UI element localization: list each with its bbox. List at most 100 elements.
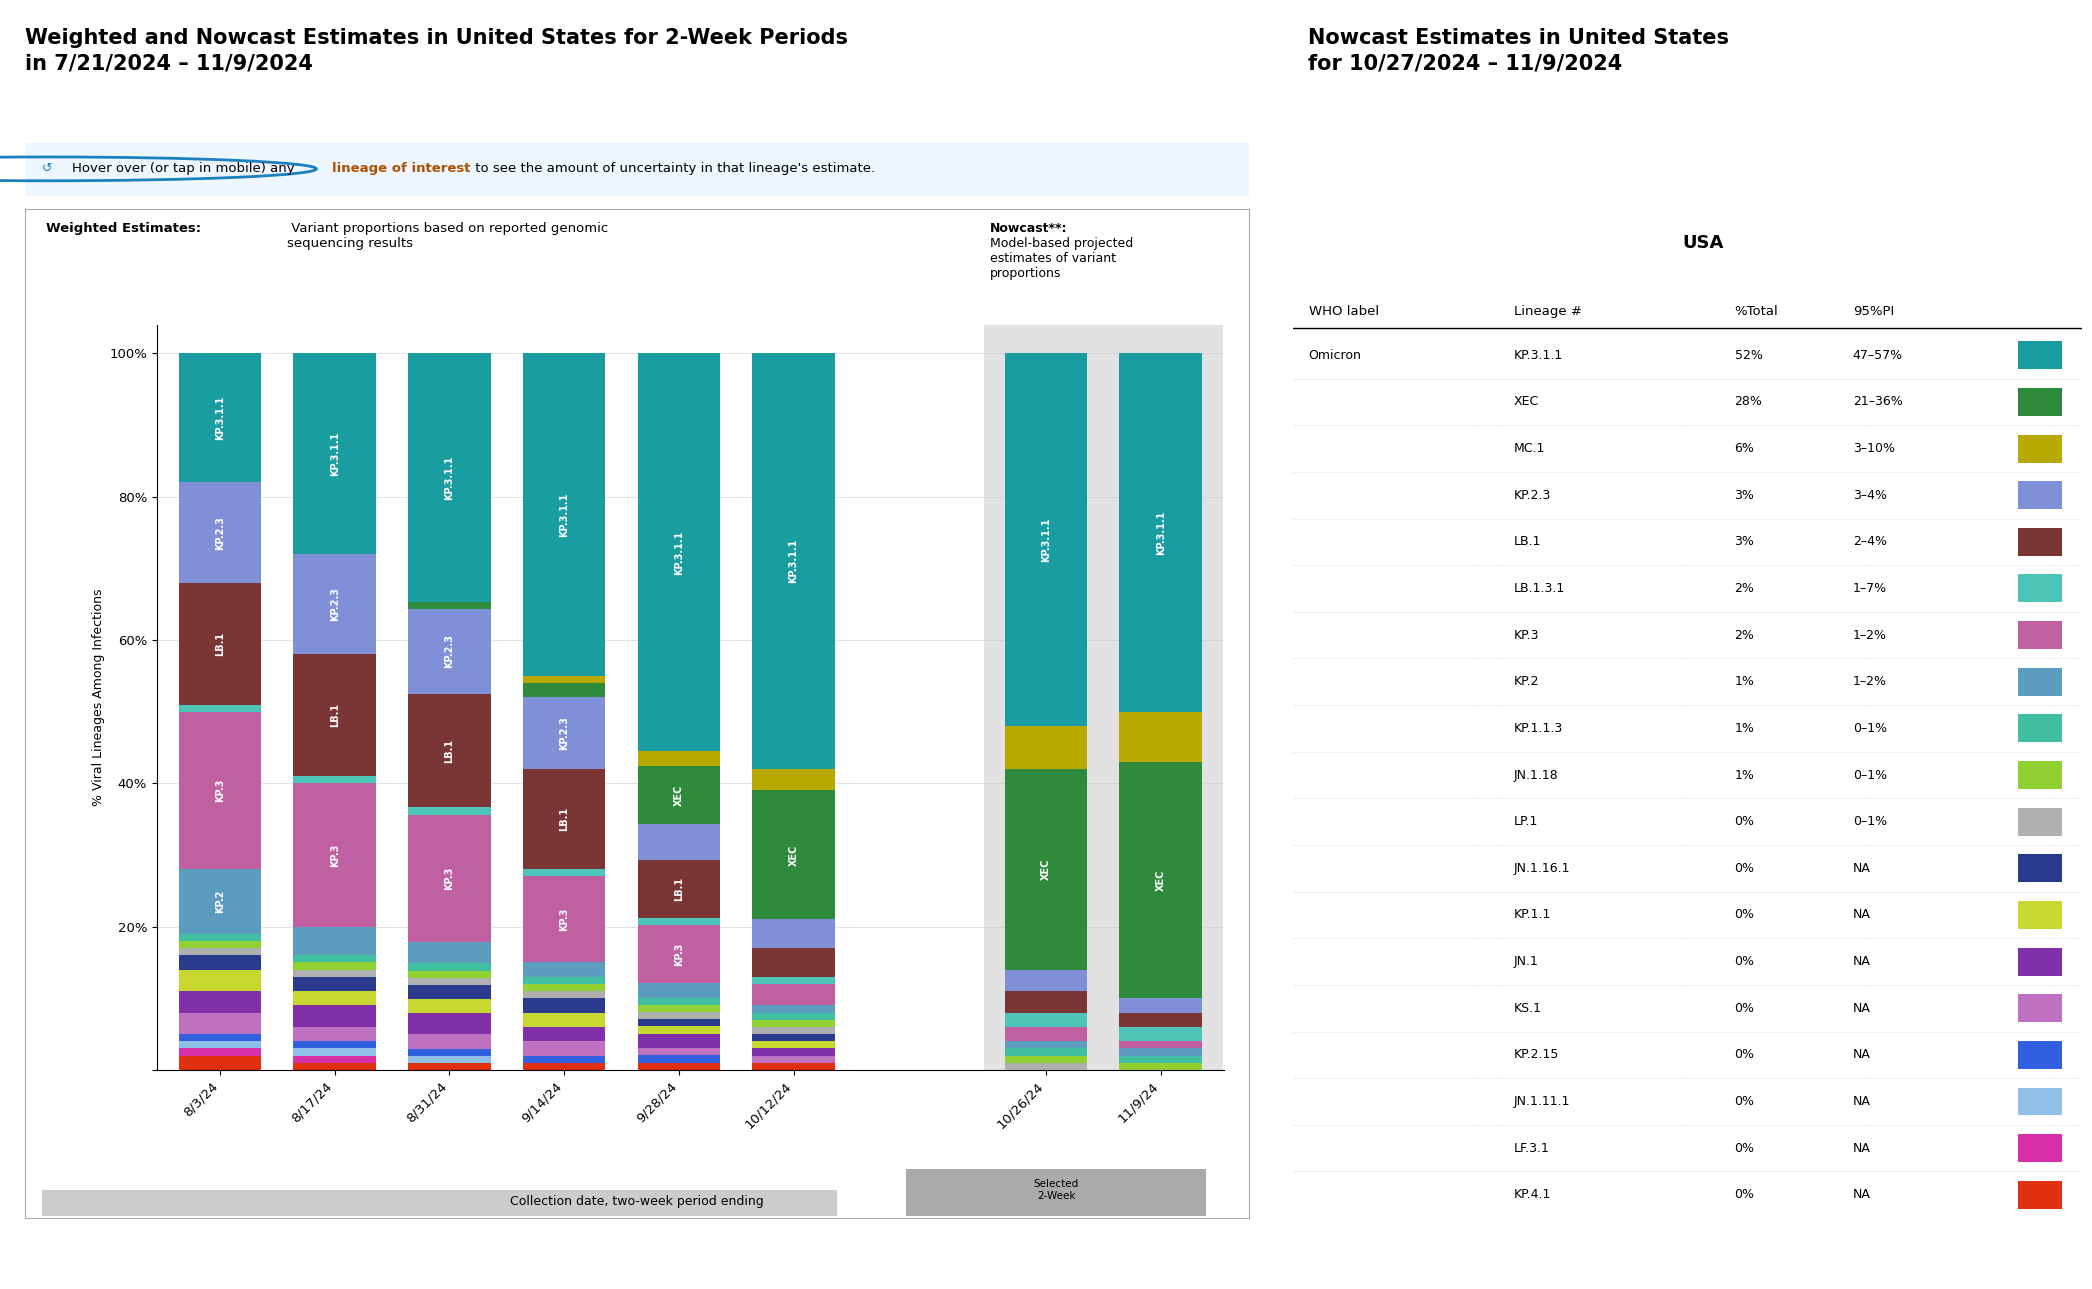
Text: 6%: 6% bbox=[1734, 442, 1755, 455]
Bar bbox=[523, 770, 605, 869]
Text: 47–57%: 47–57% bbox=[1854, 349, 1904, 362]
Bar bbox=[638, 1034, 720, 1048]
Bar bbox=[293, 969, 377, 977]
Bar bbox=[753, 1042, 835, 1048]
Bar bbox=[523, 963, 605, 977]
Bar bbox=[408, 1013, 492, 1034]
Bar bbox=[1004, 1013, 1088, 1027]
Bar bbox=[1004, 1056, 1088, 1062]
Bar bbox=[753, 1020, 835, 1027]
Bar bbox=[408, 608, 492, 693]
Bar bbox=[638, 1026, 720, 1034]
Text: Weighted Estimates:: Weighted Estimates: bbox=[46, 222, 201, 235]
Text: 95%PI: 95%PI bbox=[1854, 304, 1893, 317]
Bar bbox=[1004, 726, 1088, 770]
Text: KP.3.1.1: KP.3.1.1 bbox=[444, 455, 454, 500]
Bar bbox=[293, 776, 377, 784]
Bar bbox=[2019, 1181, 2063, 1209]
Bar bbox=[1004, 770, 1088, 969]
Text: NA: NA bbox=[1854, 1048, 1870, 1061]
Bar bbox=[2019, 481, 2063, 509]
Text: 0–1%: 0–1% bbox=[1854, 722, 1887, 735]
Bar bbox=[178, 583, 262, 705]
Bar bbox=[178, 949, 262, 955]
Text: MC.1: MC.1 bbox=[1515, 442, 1546, 455]
Text: 1%: 1% bbox=[1734, 722, 1755, 735]
Bar bbox=[1004, 1062, 1088, 1070]
Text: KP.3.1.1: KP.3.1.1 bbox=[1155, 510, 1165, 554]
Bar bbox=[638, 998, 720, 1004]
Text: Variant proportions based on reported genomic
sequencing results: Variant proportions based on reported ge… bbox=[287, 222, 609, 250]
Bar bbox=[408, 807, 492, 815]
Bar bbox=[1119, 1062, 1203, 1070]
Text: KP.2.3: KP.2.3 bbox=[1515, 489, 1550, 501]
Text: NA: NA bbox=[1854, 862, 1870, 875]
Bar bbox=[2019, 434, 2063, 463]
Text: KP.2.3: KP.2.3 bbox=[444, 634, 454, 668]
Bar bbox=[178, 969, 262, 991]
Bar bbox=[753, 1056, 835, 1062]
Bar bbox=[408, 815, 492, 942]
Bar bbox=[1004, 969, 1088, 991]
Bar bbox=[753, 949, 835, 977]
Bar bbox=[293, 991, 377, 1005]
Text: KP.3: KP.3 bbox=[674, 942, 684, 965]
Bar bbox=[523, 353, 605, 675]
Text: 3%: 3% bbox=[1734, 535, 1755, 548]
Text: 0%: 0% bbox=[1734, 862, 1755, 875]
Text: KP.3.1.1: KP.3.1.1 bbox=[215, 396, 226, 440]
Bar bbox=[178, 1034, 262, 1042]
Text: XEC: XEC bbox=[1155, 869, 1165, 891]
Text: KP.2: KP.2 bbox=[1515, 675, 1540, 688]
Bar bbox=[408, 693, 492, 807]
Text: XEC: XEC bbox=[789, 844, 799, 866]
Bar bbox=[1119, 762, 1203, 998]
Text: KP.2.3: KP.2.3 bbox=[331, 588, 339, 621]
Text: LB.1: LB.1 bbox=[674, 877, 684, 901]
Text: Selected
2-Week: Selected 2-Week bbox=[1033, 1179, 1079, 1201]
Bar bbox=[523, 1056, 605, 1062]
Text: 52%: 52% bbox=[1734, 349, 1761, 362]
Bar bbox=[408, 971, 492, 977]
Bar bbox=[408, 977, 492, 985]
Bar bbox=[408, 942, 492, 963]
Text: Collection date, two-week period ending: Collection date, two-week period ending bbox=[510, 1195, 764, 1208]
Text: %Total: %Total bbox=[1734, 304, 1778, 317]
Text: LB.1: LB.1 bbox=[444, 739, 454, 763]
Text: NA: NA bbox=[1854, 955, 1870, 968]
Bar bbox=[178, 482, 262, 583]
Text: KP.3.1.1: KP.3.1.1 bbox=[559, 492, 569, 536]
Bar bbox=[293, 1042, 377, 1048]
Text: JN.1.18: JN.1.18 bbox=[1515, 768, 1559, 781]
Text: 0%: 0% bbox=[1734, 1096, 1755, 1109]
Text: 2%: 2% bbox=[1734, 581, 1755, 596]
Bar bbox=[293, 655, 377, 776]
Bar bbox=[1004, 1048, 1088, 1056]
Bar bbox=[1119, 1056, 1203, 1062]
Text: 1–7%: 1–7% bbox=[1854, 581, 1887, 596]
Bar bbox=[523, 869, 605, 877]
Bar bbox=[1119, 1027, 1203, 1042]
Bar bbox=[638, 1062, 720, 1070]
Bar bbox=[1004, 991, 1088, 1013]
Bar bbox=[638, 824, 720, 860]
Text: KP.1.1: KP.1.1 bbox=[1515, 909, 1550, 922]
Text: KP.3: KP.3 bbox=[444, 866, 454, 889]
Text: LB.1: LB.1 bbox=[1515, 535, 1542, 548]
Text: XEC: XEC bbox=[1042, 858, 1050, 880]
Text: NA: NA bbox=[1854, 1142, 1870, 1155]
Bar bbox=[2019, 808, 2063, 835]
Bar bbox=[638, 860, 720, 918]
Bar bbox=[408, 963, 492, 971]
Bar bbox=[523, 991, 605, 998]
Text: KP.3: KP.3 bbox=[1515, 629, 1540, 642]
Bar bbox=[2019, 1042, 2063, 1069]
Bar bbox=[408, 985, 492, 999]
Bar bbox=[293, 1062, 377, 1070]
Bar bbox=[753, 1027, 835, 1034]
Bar bbox=[753, 1048, 835, 1056]
Bar bbox=[523, 984, 605, 991]
Bar bbox=[1119, 712, 1203, 762]
Text: 21–36%: 21–36% bbox=[1854, 396, 1902, 409]
Bar bbox=[178, 955, 262, 969]
